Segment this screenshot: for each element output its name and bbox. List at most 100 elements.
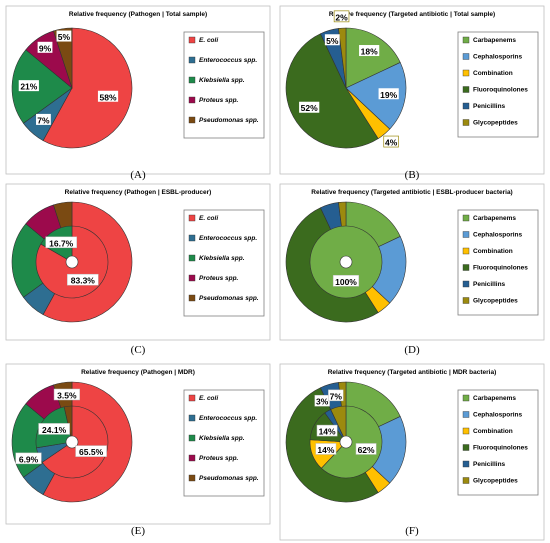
legend-swatch — [188, 434, 196, 442]
legend-item-cephalosporins: Cephalosporins — [462, 411, 523, 419]
data-label: 7% — [36, 113, 51, 125]
legend-swatch — [462, 69, 470, 77]
legend: Carbapenems Cephalosporins Combination Fluo… — [457, 31, 539, 138]
legend-swatch — [462, 444, 470, 451]
legend-item-combination: Combination — [462, 427, 513, 435]
legend-swatch — [188, 254, 196, 262]
data-label: 5% — [56, 30, 72, 42]
legend-item-glycopeptides: Glycopeptides — [462, 477, 518, 485]
legend-swatch — [188, 274, 196, 282]
slice-cephalosporins — [345, 62, 407, 130]
legend-swatch — [462, 297, 470, 304]
data-label: 58% — [97, 90, 119, 102]
panel-caption: (E) — [131, 525, 145, 537]
legend-item-e-coli: E. coli — [188, 36, 218, 44]
svg-text:24.1%: 24.1% — [42, 425, 67, 435]
legend-swatch — [462, 86, 470, 93]
legend-swatch — [462, 36, 470, 44]
data-label: 14% — [315, 443, 337, 455]
svg-text:100%: 100% — [335, 277, 357, 287]
legend-label: Fluoroquinolones — [473, 87, 528, 94]
svg-text:7%: 7% — [330, 391, 343, 401]
legend-item-pseudomonas-spp: Pseudomonas spp. — [188, 294, 259, 302]
legend-swatch — [188, 56, 196, 64]
panel-caption: (D) — [404, 344, 420, 356]
svg-text:18%: 18% — [361, 47, 378, 57]
legend-swatch — [188, 36, 196, 44]
data-label: 3.5% — [53, 388, 80, 400]
chart-panel-b: Relative frequency (Targeted antibiotic … — [279, 5, 545, 175]
slice-fluoroquinolones — [285, 33, 379, 149]
legend-label: E. coli — [199, 215, 218, 222]
legend-swatch — [462, 460, 470, 468]
legend-label: Klebsiella spp. — [199, 435, 245, 442]
legend-swatch — [462, 394, 470, 402]
svg-text:83.3%: 83.3% — [71, 276, 96, 286]
legend-item-klebsiella-spp: Klebsiella spp. — [188, 254, 245, 262]
legend-item-pseudomonas-spp: Pseudomonas spp. — [188, 116, 259, 124]
chart-title: Relative frequency (Targeted antibiotic … — [328, 369, 497, 376]
legend-label: Enterococcus spp. — [199, 57, 257, 64]
svg-text:5%: 5% — [58, 32, 71, 42]
legend-swatch — [188, 394, 196, 402]
legend-label: Carbapenems — [473, 37, 516, 44]
legend-swatch — [188, 116, 196, 124]
donut-hole — [65, 255, 79, 269]
panel-caption: (C) — [131, 344, 146, 356]
data-label: 83.3% — [67, 273, 99, 286]
data-label: 9% — [37, 41, 53, 53]
data-label: 7% — [328, 389, 344, 401]
svg-text:6.9%: 6.9% — [19, 454, 39, 464]
svg-text:3%: 3% — [316, 397, 329, 407]
legend-item-proteus-spp: Proteus spp. — [188, 274, 239, 282]
legend-swatch — [462, 102, 470, 110]
legend-item-fluoroquinolones: Fluoroquinolones — [462, 86, 528, 94]
legend-item-e-coli: E. coli — [188, 394, 218, 402]
legend-item-glycopeptides: Glycopeptides — [462, 297, 518, 305]
legend-label: E. coli — [199, 37, 218, 44]
data-label: 19% — [378, 88, 399, 100]
donut-hole — [339, 435, 353, 449]
data-label: 18% — [359, 45, 380, 57]
legend-item-proteus-spp: Proteus spp. — [188, 96, 239, 104]
legend-item-fluoroquinolones: Fluoroquinolones — [462, 264, 528, 272]
legend-label: E. coli — [199, 395, 218, 402]
legend-label: Glycopeptides — [473, 478, 518, 485]
legend-item-enterococcus-spp: Enterococcus spp. — [188, 234, 257, 242]
panel-caption: (A) — [130, 169, 146, 181]
legend-label: Carbapenems — [473, 215, 516, 222]
legend-item-proteus-spp: Proteus spp. — [188, 454, 239, 462]
data-label: 14% — [316, 424, 338, 437]
svg-text:52%: 52% — [301, 103, 318, 113]
legend-item-enterococcus-spp: Enterococcus spp. — [188, 56, 257, 64]
legend: E. coli Enterococcus spp. Klebsiella spp. P… — [183, 31, 265, 139]
svg-text:2%: 2% — [335, 12, 348, 22]
legend-label: Pseudomonas spp. — [199, 295, 259, 302]
data-label: 24.1% — [38, 423, 70, 435]
svg-text:21%: 21% — [20, 82, 37, 92]
svg-text:14%: 14% — [319, 427, 336, 437]
legend-label: Penicillins — [473, 461, 506, 468]
chart-panel-a: Relative frequency (Pathogen | Total sam… — [5, 5, 271, 175]
legend-item-glycopeptides: Glycopeptides — [462, 119, 518, 127]
chart-panel-d: Relative frequency (Targeted antibiotic … — [279, 183, 545, 341]
slice-carbapenems — [345, 27, 401, 89]
legend-swatch — [188, 96, 196, 104]
legend-label: Glycopeptides — [473, 298, 518, 305]
chart-panel-f: Relative frequency (Targeted antibiotic … — [279, 363, 545, 541]
legend-swatch — [462, 247, 470, 255]
legend-label: Klebsiella spp. — [199, 255, 245, 262]
svg-text:65.5%: 65.5% — [79, 447, 104, 457]
legend-swatch — [188, 414, 196, 422]
legend-swatch — [462, 214, 470, 222]
slice-e-coli — [42, 27, 133, 149]
legend-label: Penicillins — [473, 281, 506, 288]
legend-item-penicillins: Penicillins — [462, 280, 506, 288]
svg-text:62%: 62% — [358, 445, 375, 455]
legend-item-carbapenems: Carbapenems — [462, 394, 516, 402]
data-label: 52% — [299, 101, 320, 113]
legend-label: Glycopeptides — [473, 120, 518, 127]
legend-label: Proteus spp. — [199, 455, 239, 462]
data-label: 4% — [383, 135, 399, 148]
